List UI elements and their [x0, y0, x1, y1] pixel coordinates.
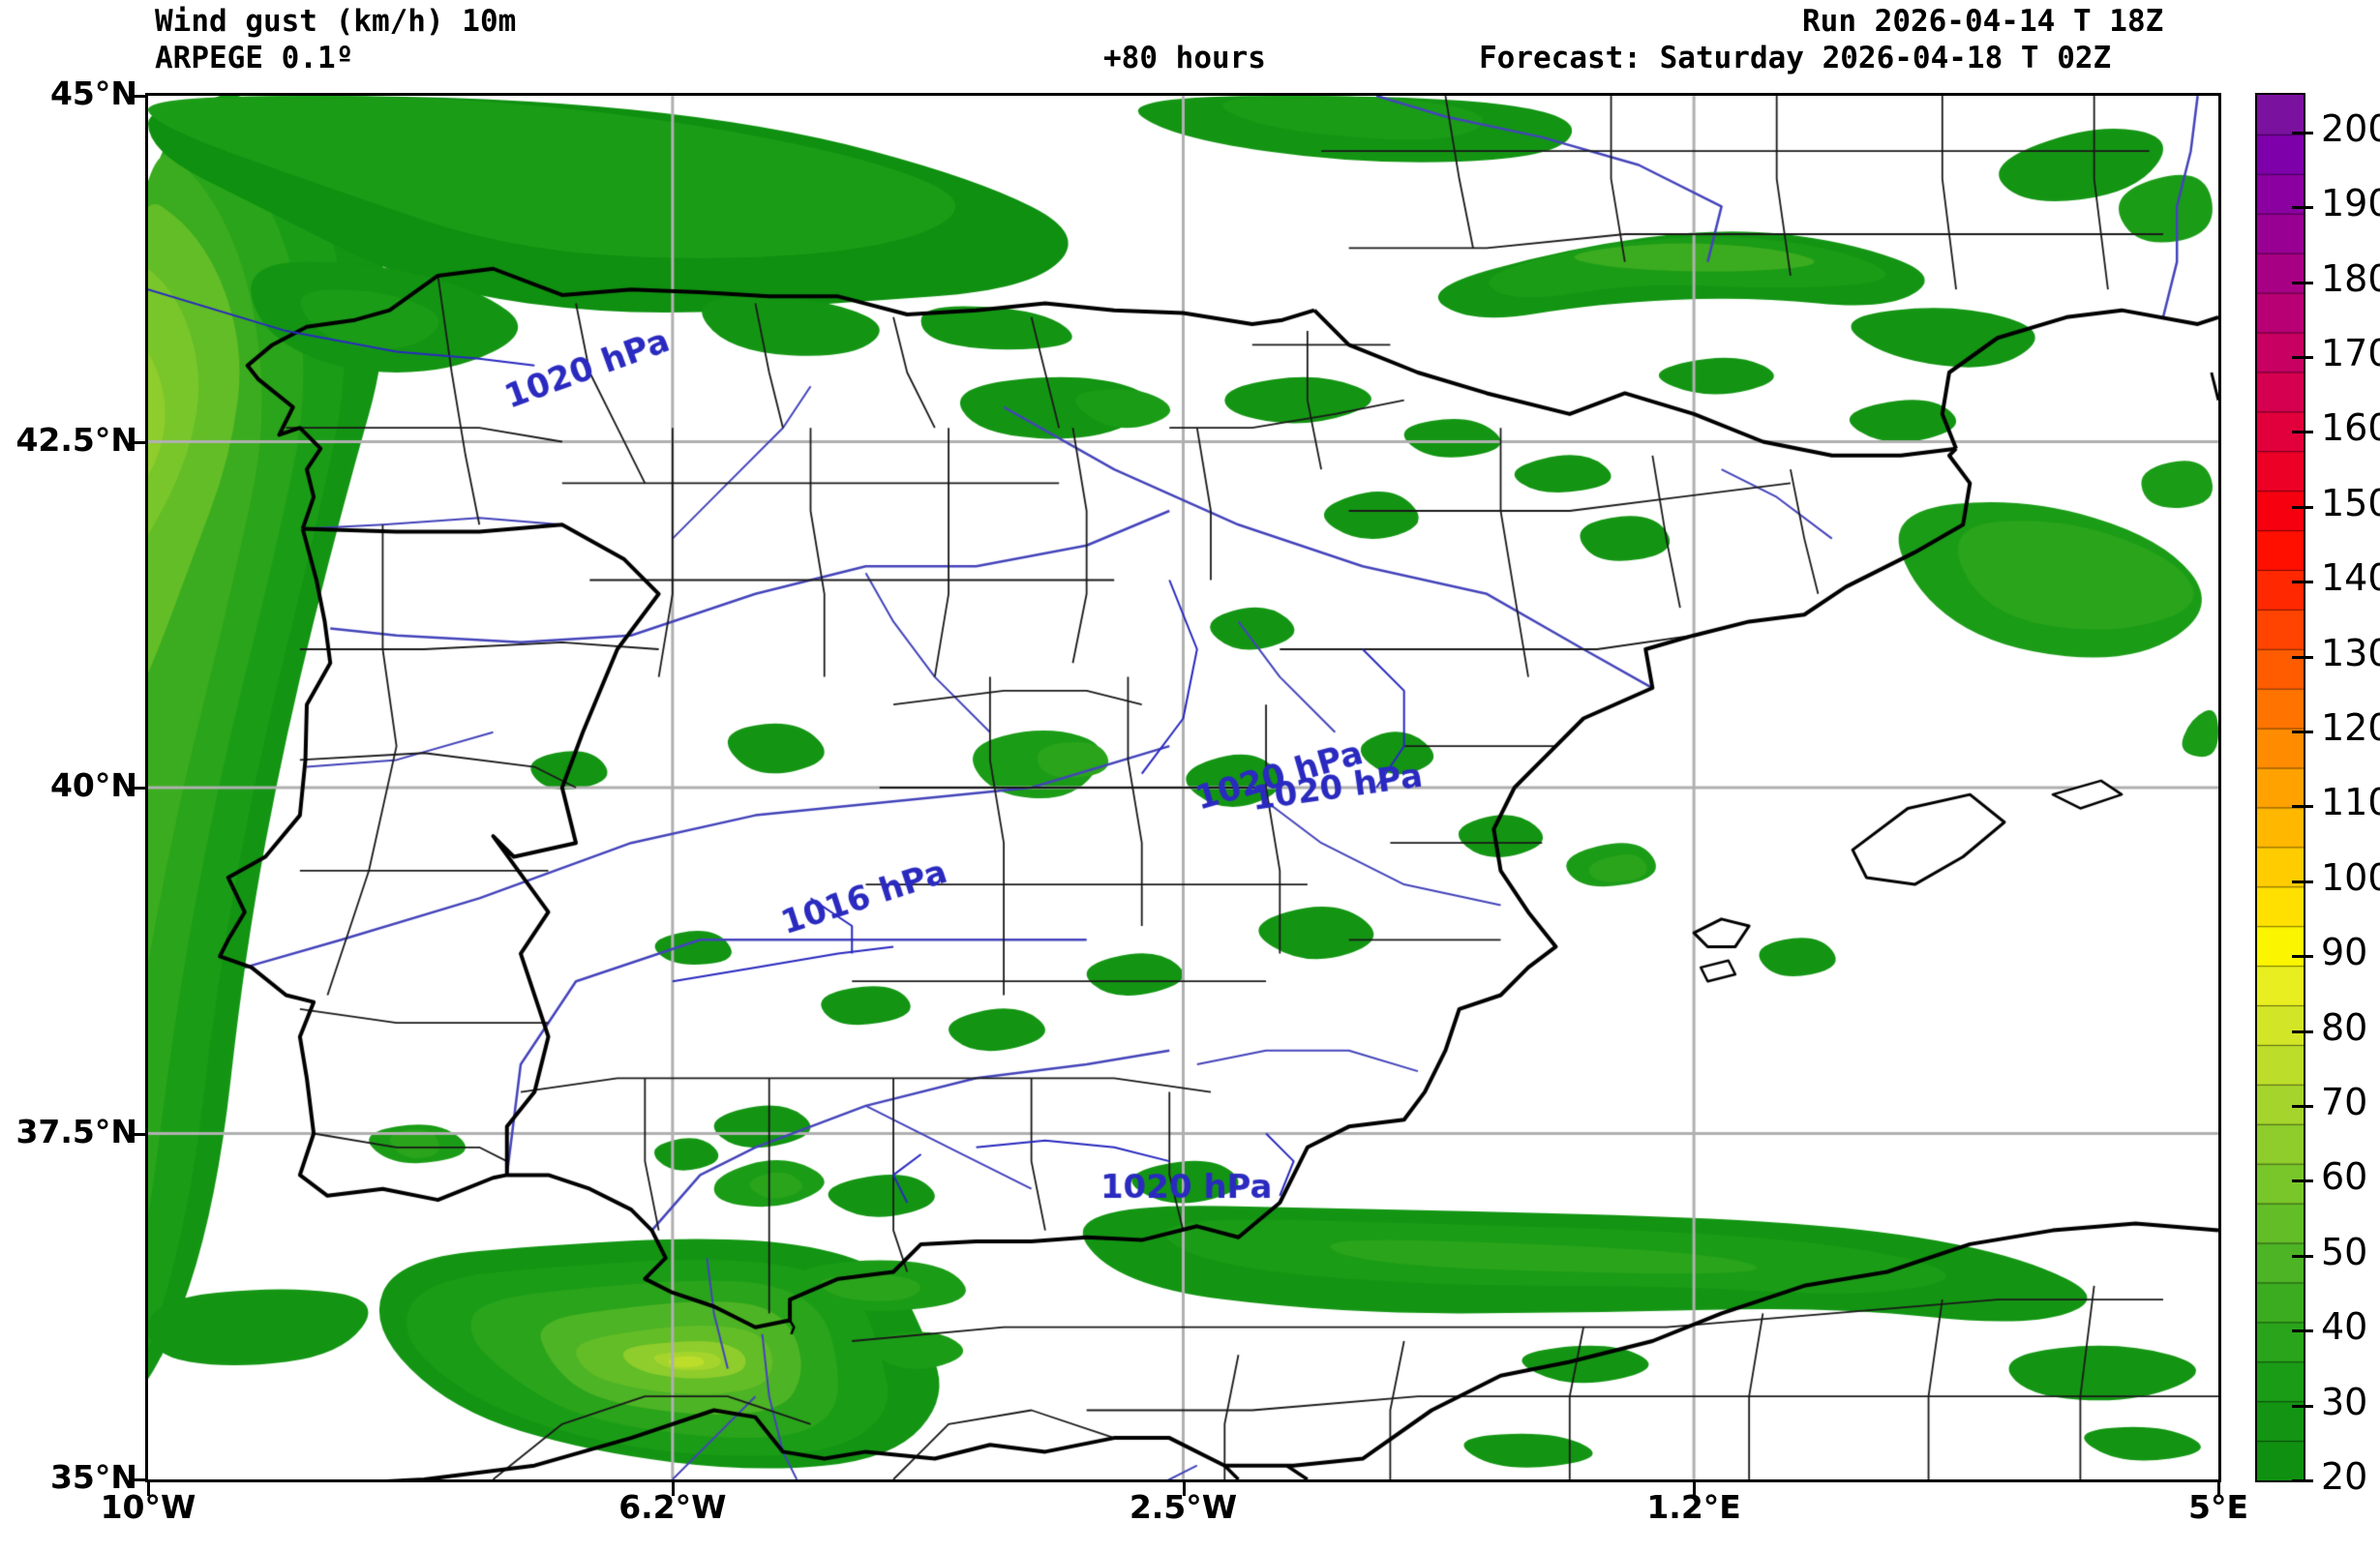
colorbar-tick-label: 90: [2321, 931, 2368, 974]
colorbar-tick-mark: [2292, 281, 2313, 284]
y-axis-tick-label: 40°N: [49, 766, 137, 804]
colorbar-tick-label: 140: [2321, 556, 2380, 600]
colorbar-tick-mark: [2292, 655, 2313, 659]
colorbar-tick-label: 50: [2321, 1230, 2368, 1273]
lead-time-label: +80 hours: [1103, 41, 1266, 75]
colorbar-tick-mark: [2292, 805, 2313, 809]
colorbar-tick-mark: [2292, 1404, 2313, 1408]
colorbar-tick-mark: [2292, 581, 2313, 584]
colorbar-tick-mark: [2292, 1479, 2313, 1482]
colorbar-tick-mark: [2292, 1030, 2313, 1033]
colorbar-tick-mark: [2292, 505, 2313, 509]
y-axis-tick-mark: [132, 787, 145, 790]
colorbar-tick-label: 150: [2321, 481, 2380, 524]
y-axis-tick-label: 42.5°N: [15, 420, 137, 459]
colorbar-tick-label: 40: [2321, 1305, 2368, 1349]
colorbar-tick-mark: [2292, 1254, 2313, 1258]
colorbar-tick-label: 110: [2321, 781, 2380, 824]
map-plot-area[interactable]: [145, 93, 2221, 1482]
chart-title: Wind gust (km/h) 10m: [155, 4, 517, 39]
colorbar-tick-label: 20: [2321, 1455, 2368, 1498]
run-time-label: Run 2026-04-14 T 18Z: [1802, 4, 2164, 39]
forecast-time-label: Forecast: Saturday 2026-04-18 T 02Z: [1479, 41, 2112, 75]
colorbar-tick-mark: [2292, 955, 2313, 959]
colorbar-tick-mark: [2292, 730, 2313, 733]
colorbar-tick-mark: [2292, 355, 2313, 359]
colorbar-tick-label: 190: [2321, 182, 2380, 225]
colorbar-tick-label: 100: [2321, 855, 2380, 899]
colorbar-tick-label: 160: [2321, 406, 2380, 450]
colorbar-tick-label: 130: [2321, 631, 2380, 674]
y-axis-tick-label: 45°N: [49, 75, 137, 112]
colorbar-tick-label: 120: [2321, 705, 2380, 749]
colorbar-tick-mark: [2292, 131, 2313, 134]
colorbar: [2255, 93, 2305, 1482]
colorbar-tick-mark: [2292, 1179, 2313, 1183]
y-axis-tick-mark: [132, 1132, 145, 1136]
colorbar-tick-mark: [2292, 431, 2313, 434]
colorbar-tick-mark: [2292, 1329, 2313, 1333]
y-axis-tick-mark: [132, 1478, 145, 1481]
y-axis-tick-label: 35°N: [49, 1458, 137, 1496]
x-axis-tick-mark: [2217, 1482, 2220, 1496]
colorbar-tick-mark: [2292, 206, 2313, 210]
x-axis-tick-mark: [1693, 1482, 1697, 1496]
model-label: ARPEGE 0.1º: [155, 41, 354, 75]
x-axis-tick-mark: [671, 1482, 675, 1496]
x-axis-tick-mark: [1182, 1482, 1186, 1496]
colorbar-tick-label: 200: [2321, 106, 2380, 150]
colorbar-tick-label: 60: [2321, 1155, 2368, 1199]
colorbar-tick-mark: [2292, 880, 2313, 883]
colorbar-tick-label: 30: [2321, 1380, 2368, 1423]
wind-gust-heatmap-canvas: [148, 96, 2218, 1479]
colorbar-tick-mark: [2292, 1104, 2313, 1108]
colorbar-tick-label: 170: [2321, 331, 2380, 374]
colorbar-tick-label: 70: [2321, 1080, 2368, 1123]
y-axis-tick-mark: [132, 440, 145, 444]
y-axis-tick-mark: [132, 95, 145, 98]
colorbar-tick-label: 180: [2321, 256, 2380, 300]
x-axis-tick-mark: [147, 1482, 150, 1496]
colorbar-gradient: [2257, 95, 2304, 1480]
colorbar-tick-label: 80: [2321, 1005, 2368, 1049]
y-axis-tick-label: 37.5°N: [15, 1112, 137, 1150]
